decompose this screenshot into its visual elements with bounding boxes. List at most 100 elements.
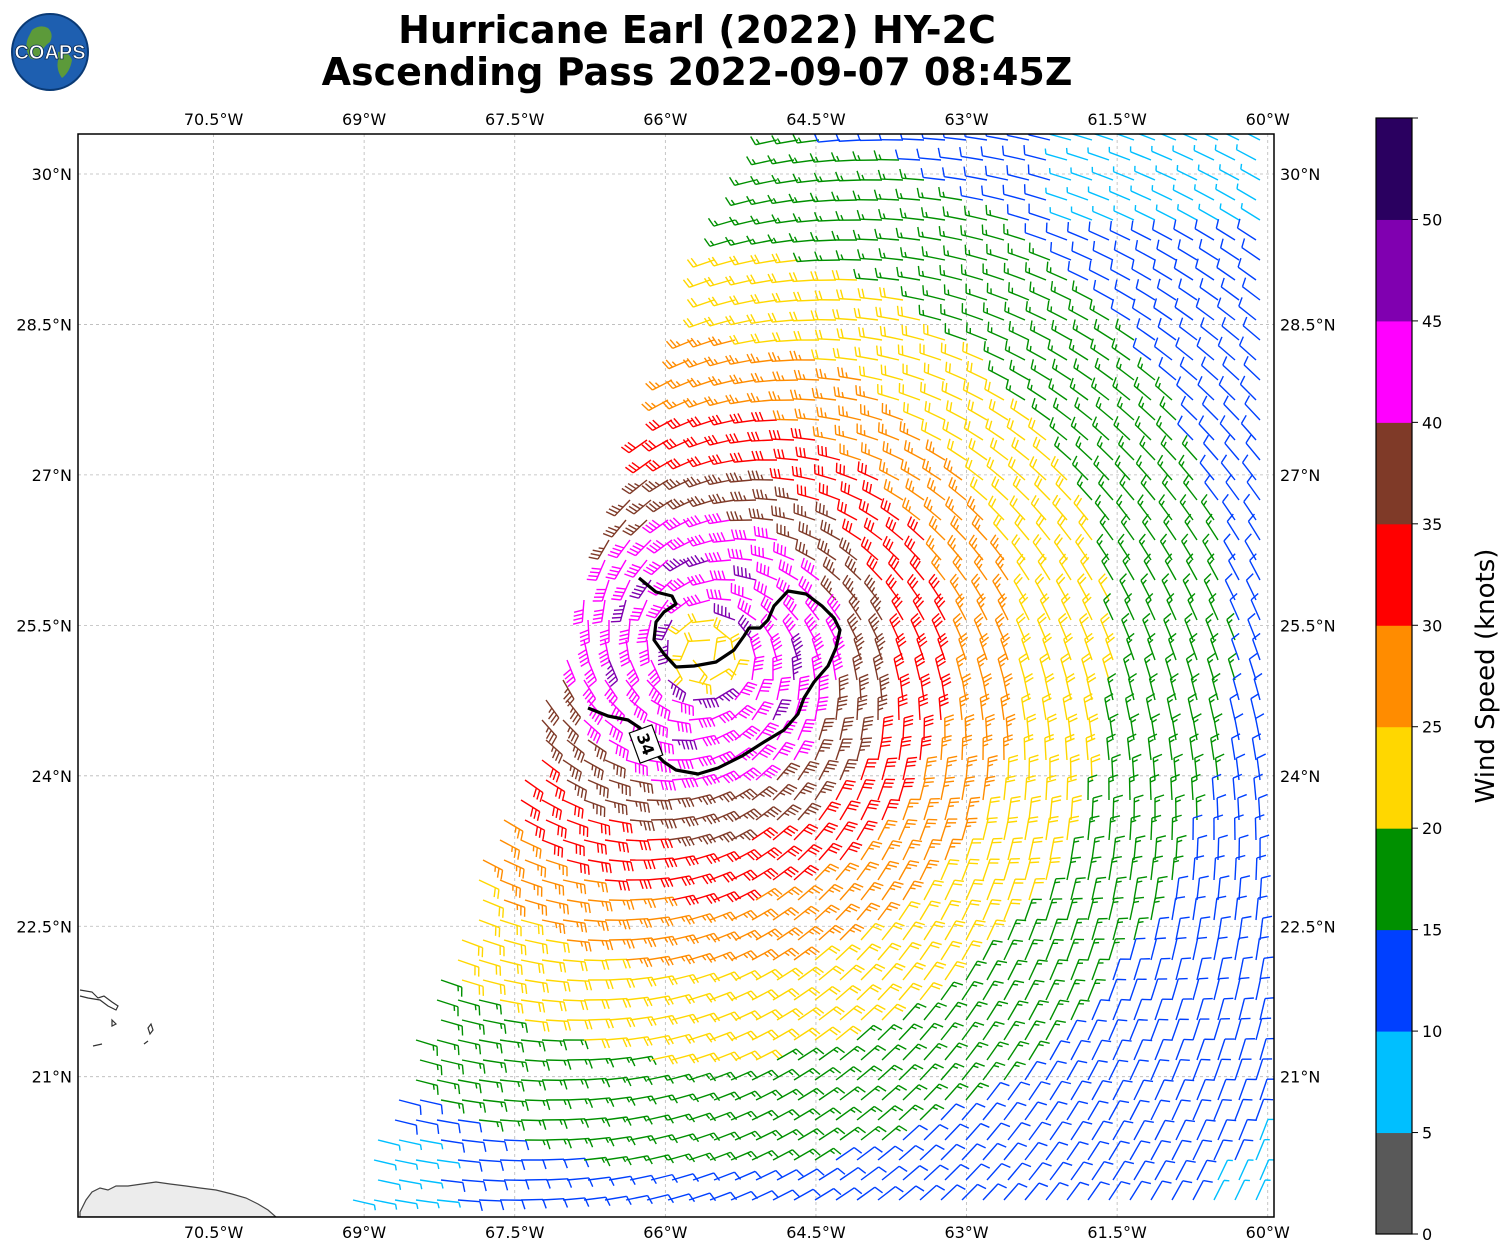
wind-barb <box>948 476 967 501</box>
wind-barb <box>1129 1099 1150 1121</box>
wind-barb <box>1121 612 1131 641</box>
wind-barb <box>398 1099 422 1116</box>
wind-barb <box>860 881 884 901</box>
wind-barb <box>965 1082 990 1101</box>
lon-tick-label-bottom: 64.5°W <box>786 1223 846 1242</box>
wind-barb <box>919 900 941 921</box>
wind-barb <box>713 688 741 702</box>
wind-barb <box>1213 1179 1230 1201</box>
wind-barb <box>1003 223 1026 241</box>
wind-barb <box>921 458 942 481</box>
wind-barb <box>940 303 963 321</box>
wind-barb <box>938 186 963 201</box>
wind-barb <box>419 1099 444 1115</box>
wind-barb <box>545 1059 572 1070</box>
wind-barb <box>877 736 892 761</box>
wind-barb <box>856 1186 883 1201</box>
wind-barb <box>877 778 895 801</box>
colorbar-tick-label: 35 <box>1422 515 1442 534</box>
wind-barb <box>900 459 921 481</box>
wind-barb <box>961 303 984 321</box>
wind-barb <box>776 1008 804 1021</box>
wind-barb <box>1175 337 1194 361</box>
wind-barb <box>856 861 880 881</box>
wind-barb <box>833 386 858 401</box>
wind-barb <box>818 842 843 861</box>
wind-barb <box>1145 593 1156 621</box>
wind-barb <box>944 879 964 901</box>
wind-barb <box>541 839 564 858</box>
wind-barb <box>457 1039 482 1055</box>
wind-barb <box>686 495 715 508</box>
wind-barb <box>797 760 820 781</box>
wind-barb <box>608 739 629 761</box>
wind-barb <box>608 938 635 949</box>
wind-barb <box>874 228 900 241</box>
wind-barb <box>860 922 885 941</box>
wind-barb <box>818 965 845 981</box>
wind-barb <box>835 985 862 1001</box>
wind-barb <box>1196 1078 1215 1101</box>
wind-barb <box>1242 316 1261 341</box>
wind-barb <box>1219 238 1240 261</box>
wind-barb <box>1130 220 1152 241</box>
wind-barb <box>858 327 883 341</box>
wind-barb <box>790 427 816 441</box>
wind-barb <box>725 433 753 444</box>
wind-barb <box>988 398 1009 421</box>
coastline <box>79 989 277 1217</box>
wind-barb <box>605 659 619 688</box>
wind-barb <box>987 495 1005 521</box>
wind-barb <box>751 827 779 841</box>
wind-barb <box>1018 652 1029 681</box>
wind-barb <box>587 979 614 990</box>
wind-barb <box>1129 896 1145 921</box>
wind-barb <box>899 208 925 221</box>
wind-barb <box>793 330 820 341</box>
lat-tick-label-left: 30°N <box>32 165 72 184</box>
wind-barb <box>688 1152 717 1162</box>
wind-barb <box>667 719 692 734</box>
wind-barb <box>923 1002 947 1021</box>
wind-barb <box>440 979 463 997</box>
wind-barb <box>1150 1018 1169 1041</box>
wind-barb <box>1177 239 1198 261</box>
wind-barb <box>629 1055 657 1066</box>
wind-barb <box>946 438 967 461</box>
wind-barb <box>898 901 921 921</box>
wind-barb <box>1069 377 1089 401</box>
wind-barb <box>1233 814 1244 841</box>
wind-barb <box>394 1159 419 1170</box>
wind-barb <box>1133 1079 1154 1101</box>
wind-barb <box>1076 475 1093 501</box>
wind-barb <box>1238 336 1257 361</box>
wind-barb <box>894 149 921 161</box>
wind-barb <box>840 481 862 501</box>
wind-barb <box>1193 145 1215 161</box>
wind-barb <box>1131 298 1152 321</box>
wind-barb <box>1192 895 1206 921</box>
lon-tick-label-top: 70.5°W <box>184 110 244 129</box>
wind-barb <box>917 226 942 241</box>
wind-barb <box>1093 455 1110 481</box>
wind-barb <box>650 779 677 791</box>
wind-barb <box>415 1039 438 1056</box>
wind-barb <box>1007 754 1019 781</box>
wind-barb <box>940 1143 966 1161</box>
wind-barb <box>1024 775 1037 801</box>
wind-barb <box>842 574 858 601</box>
wind-barb <box>944 714 955 741</box>
wind-barb <box>707 336 736 347</box>
wind-barb <box>856 902 881 921</box>
wind-barb <box>1192 713 1202 741</box>
wind-barb <box>788 233 816 243</box>
wind-barb <box>923 920 946 941</box>
wind-barb <box>662 478 690 491</box>
wind-barb <box>872 653 884 681</box>
wind-barb <box>800 557 820 581</box>
wind-barb <box>1150 978 1168 1001</box>
wind-barb <box>933 593 946 621</box>
wind-barb <box>770 505 795 521</box>
wind-barb <box>877 1105 904 1121</box>
wind-barb <box>838 674 849 701</box>
